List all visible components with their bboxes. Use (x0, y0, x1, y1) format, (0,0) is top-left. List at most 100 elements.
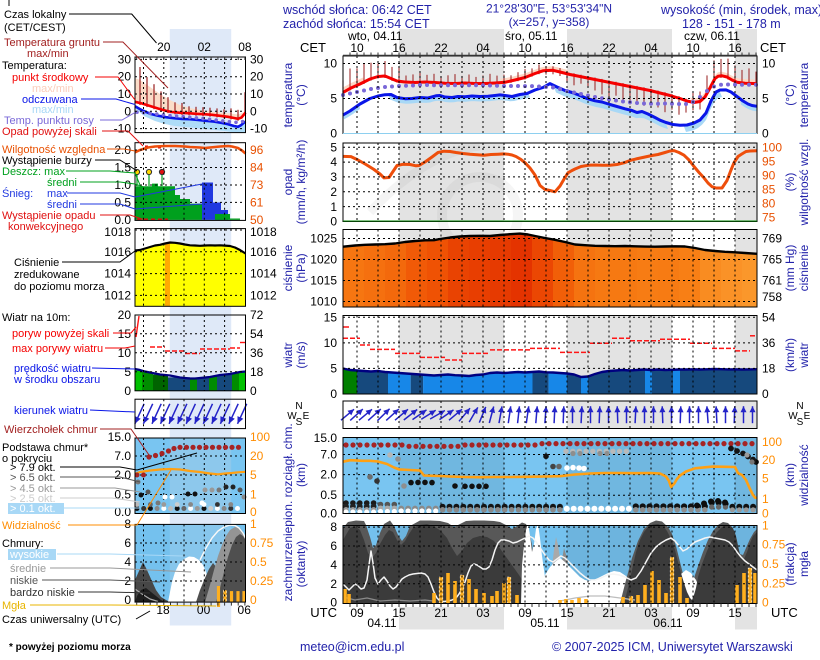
svg-text:2: 2 (330, 185, 337, 199)
svg-text:S: S (797, 417, 804, 428)
svg-text:03: 03 (644, 606, 658, 620)
svg-text:5: 5 (330, 92, 337, 106)
svg-text:> 6.5 okt.: > 6.5 okt. (10, 472, 56, 484)
svg-text:0.25: 0.25 (250, 574, 274, 588)
svg-text:4: 4 (330, 155, 337, 169)
svg-text:758: 758 (762, 290, 782, 304)
svg-text:20: 20 (157, 40, 171, 54)
svg-text:00: 00 (197, 603, 211, 617)
svg-text:02: 02 (198, 40, 212, 54)
svg-text:0: 0 (762, 127, 769, 141)
svg-text:temperatura: temperatura (797, 62, 811, 127)
svg-text:0: 0 (762, 596, 769, 610)
svg-text:0.5: 0.5 (114, 488, 131, 502)
svg-text:1010: 1010 (310, 295, 337, 309)
svg-text:Wierzchołek chmur: Wierzchołek chmur (4, 424, 98, 436)
svg-text:2.0: 2.0 (114, 143, 131, 157)
svg-text:Opad powyżej skali: Opad powyżej skali (2, 126, 97, 138)
svg-text:6: 6 (330, 539, 337, 553)
svg-text:N: N (295, 401, 302, 412)
svg-text:Czas lokalny: Czas lokalny (4, 9, 67, 21)
svg-text:niskie: niskie (10, 575, 38, 587)
svg-text:10: 10 (518, 41, 532, 55)
svg-text:zachmurzenie: zachmurzenie (281, 526, 295, 601)
svg-text:wysokość (min, środek, max): wysokość (min, środek, max) (660, 3, 820, 17)
svg-text:Temperatura gruntu: Temperatura gruntu (4, 37, 100, 49)
svg-text:Chmury:: Chmury: (2, 538, 44, 550)
svg-text:zredukowane: zredukowane (14, 269, 79, 281)
svg-text:wto, 04.11: wto, 04.11 (347, 29, 403, 43)
svg-text:16: 16 (392, 41, 406, 55)
svg-text:-10: -10 (114, 122, 132, 136)
svg-text:06.11: 06.11 (653, 616, 682, 630)
svg-text:czw, 06.11: czw, 06.11 (684, 29, 740, 43)
svg-text:4: 4 (330, 558, 337, 572)
svg-text:90: 90 (762, 169, 776, 183)
svg-text:Podstawa chmur*: Podstawa chmur* (2, 442, 89, 454)
svg-text:S: S (296, 417, 303, 428)
svg-text:0.25: 0.25 (762, 577, 786, 591)
svg-text:765: 765 (762, 253, 782, 267)
svg-text:18: 18 (250, 365, 264, 379)
svg-text:kierunek wiatru: kierunek wiatru (14, 405, 88, 417)
svg-text:0: 0 (330, 127, 337, 141)
svg-text:Wiatr na 10m:: Wiatr na 10m: (2, 312, 70, 324)
svg-text:769: 769 (762, 232, 782, 246)
svg-text:04.11: 04.11 (367, 616, 396, 630)
svg-text:UTC: UTC (771, 605, 798, 620)
svg-text:wiatr: wiatr (281, 342, 295, 368)
svg-text:10: 10 (350, 41, 364, 55)
svg-text:0.5: 0.5 (320, 488, 337, 502)
svg-text:16: 16 (560, 41, 574, 55)
svg-text:CET: CET (300, 40, 326, 55)
svg-text:15: 15 (324, 310, 338, 324)
svg-text:1016: 1016 (104, 245, 131, 259)
svg-text:0.5: 0.5 (250, 555, 267, 569)
svg-text:(frakcja): (frakcja) (783, 542, 797, 585)
svg-text:0.75: 0.75 (762, 538, 786, 552)
svg-text:Mgła: Mgła (2, 600, 27, 612)
svg-text:10: 10 (762, 57, 776, 71)
svg-text:W: W (788, 411, 798, 422)
svg-text:max/min: max/min (32, 83, 74, 95)
svg-text:max porywy wiatru: max porywy wiatru (12, 343, 103, 355)
svg-text:16: 16 (728, 41, 742, 55)
svg-text:poryw powyżej skali: poryw powyżej skali (12, 328, 109, 340)
svg-text:mgła: mgła (797, 551, 811, 577)
svg-text:(hPa): (hPa) (294, 253, 308, 282)
svg-text:> 2.5 okt.: > 2.5 okt. (10, 493, 56, 505)
svg-text:20: 20 (118, 70, 132, 84)
svg-text:09: 09 (686, 606, 700, 620)
svg-text:1: 1 (250, 488, 257, 502)
svg-text:Ciśnienie: Ciśnienie (14, 257, 59, 269)
svg-text:do poziomu morza: do poziomu morza (14, 281, 105, 293)
svg-text:punkt środkowy: punkt środkowy (12, 72, 89, 84)
svg-text:5: 5 (330, 361, 337, 375)
svg-text:8: 8 (124, 517, 131, 531)
svg-text:© 2007-2025 ICM, Uniwersytet W: © 2007-2025 ICM, Uniwersytet Warszawski (552, 640, 793, 654)
svg-text:1012: 1012 (104, 288, 131, 302)
svg-text:0: 0 (250, 104, 257, 118)
svg-text:(°C): (°C) (294, 84, 308, 105)
svg-text:CET: CET (760, 40, 786, 55)
svg-text:6: 6 (124, 536, 131, 550)
svg-text:100: 100 (250, 430, 270, 444)
svg-text:0: 0 (250, 593, 257, 607)
svg-text:max: max (47, 188, 68, 200)
svg-text:(m/s): (m/s) (294, 341, 308, 368)
svg-text:20: 20 (118, 308, 132, 322)
svg-text:Wilgotność względna: Wilgotność względna (2, 144, 106, 156)
svg-text:max/min: max/min (32, 104, 74, 116)
svg-text:0: 0 (330, 387, 337, 401)
svg-text:(°C): (°C) (783, 84, 797, 105)
svg-text:75: 75 (762, 211, 776, 225)
svg-text:5: 5 (762, 472, 769, 486)
svg-text:o pokryciu: o pokryciu (2, 453, 52, 465)
svg-text:61: 61 (250, 195, 264, 209)
svg-text:1: 1 (250, 517, 257, 531)
svg-text:10: 10 (324, 57, 338, 71)
svg-text:> 7.9 okt.: > 7.9 okt. (10, 462, 56, 474)
svg-text:0: 0 (330, 215, 337, 229)
svg-text:1020: 1020 (310, 253, 337, 267)
svg-text:3: 3 (330, 170, 337, 184)
